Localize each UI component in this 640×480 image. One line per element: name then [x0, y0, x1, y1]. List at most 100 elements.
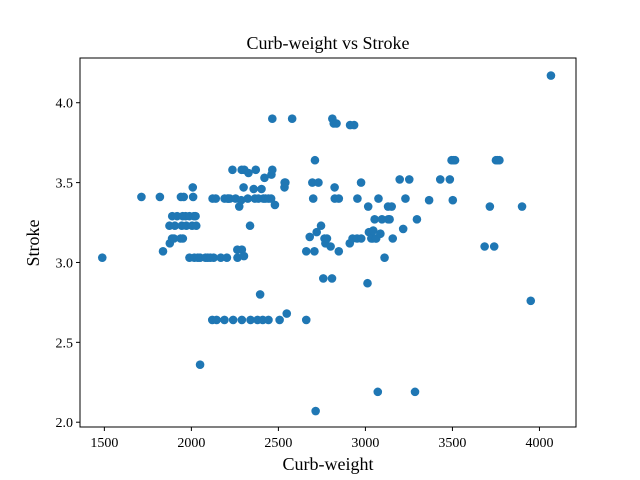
data-point — [239, 183, 248, 192]
data-point — [191, 221, 201, 231]
data-point — [260, 173, 269, 183]
data-point — [233, 253, 242, 262]
data-point — [255, 290, 265, 299]
data-point — [368, 226, 378, 235]
data-point — [546, 71, 556, 80]
data-point — [495, 155, 504, 165]
data-point — [137, 192, 146, 202]
data-point — [97, 253, 107, 262]
y-tick-label: 2.5 — [56, 336, 74, 351]
data-point — [246, 315, 255, 325]
data-point — [191, 211, 200, 221]
data-point — [387, 202, 397, 211]
data-point — [170, 221, 180, 231]
y-tick-label: 3.0 — [56, 256, 74, 271]
data-point — [412, 215, 422, 224]
data-point — [376, 229, 385, 239]
x-tick-label: 4000 — [525, 436, 553, 451]
data-point — [489, 242, 499, 251]
data-point — [249, 184, 258, 194]
y-axis-ticks: 2.0 2.5 3.0 3.5 4.0 — [56, 97, 80, 431]
data-point — [445, 175, 455, 184]
data-point — [450, 155, 460, 165]
data-point — [301, 315, 311, 325]
data-point — [373, 387, 383, 397]
data-point — [179, 192, 189, 202]
data-point — [211, 194, 221, 203]
x-tick-label: 3500 — [438, 436, 466, 451]
data-point — [212, 315, 221, 325]
data-point — [401, 194, 410, 203]
data-point — [257, 184, 266, 194]
data-point — [281, 178, 290, 187]
data-point — [332, 119, 341, 128]
data-point — [270, 200, 280, 210]
x-tick-label: 3000 — [351, 436, 379, 451]
data-point — [448, 195, 458, 205]
points-layer — [97, 71, 556, 416]
data-point — [228, 165, 237, 175]
data-point — [158, 246, 168, 256]
y-tick-label: 2.0 — [56, 416, 74, 431]
data-point — [244, 168, 253, 178]
data-point — [245, 221, 255, 231]
data-point — [188, 192, 198, 202]
data-point — [308, 178, 317, 187]
data-point — [308, 194, 318, 203]
x-tick-label: 2500 — [264, 436, 292, 451]
data-point — [330, 183, 339, 192]
x-tick-label: 2000 — [177, 436, 205, 451]
data-point — [216, 253, 226, 262]
data-point — [220, 315, 229, 325]
data-point — [327, 274, 337, 283]
data-point — [209, 253, 218, 262]
data-point — [322, 234, 332, 243]
data-point — [424, 195, 434, 205]
data-point — [388, 234, 398, 243]
data-point — [480, 242, 489, 251]
data-point — [363, 202, 373, 211]
data-point — [356, 234, 366, 243]
data-point — [282, 309, 292, 318]
data-point — [310, 246, 319, 256]
data-point — [370, 215, 379, 224]
data-point — [268, 114, 277, 123]
data-point — [155, 192, 165, 202]
data-point — [228, 315, 238, 325]
data-point — [526, 296, 536, 306]
data-point — [395, 175, 405, 184]
data-point — [195, 360, 205, 370]
data-point — [275, 315, 284, 325]
data-point — [316, 221, 326, 231]
data-point — [236, 195, 246, 205]
data-point — [266, 194, 276, 203]
data-point — [222, 253, 232, 262]
data-point — [169, 234, 179, 243]
y-tick-label: 3.5 — [56, 177, 74, 192]
x-axis-label: Curb-weight — [283, 454, 374, 474]
chart-title: Curb-weight vs Stroke — [247, 33, 410, 53]
data-point — [311, 406, 320, 416]
data-point — [353, 194, 362, 203]
data-point — [435, 175, 445, 184]
data-point — [287, 114, 297, 123]
x-tick-label: 1500 — [90, 436, 118, 451]
y-tick-label: 4.0 — [56, 97, 74, 112]
y-axis-label: Stroke — [23, 219, 43, 266]
data-point — [356, 178, 366, 187]
data-point — [349, 120, 359, 130]
data-point — [264, 315, 273, 325]
data-point — [188, 183, 198, 192]
data-point — [334, 194, 344, 203]
data-point — [268, 165, 277, 175]
data-point — [310, 155, 320, 165]
data-point — [314, 178, 323, 187]
data-point — [398, 224, 408, 234]
data-point — [363, 278, 372, 288]
data-point — [237, 315, 247, 325]
data-point — [517, 202, 527, 211]
data-point — [243, 194, 253, 203]
data-point — [334, 246, 344, 256]
data-point — [410, 387, 420, 397]
